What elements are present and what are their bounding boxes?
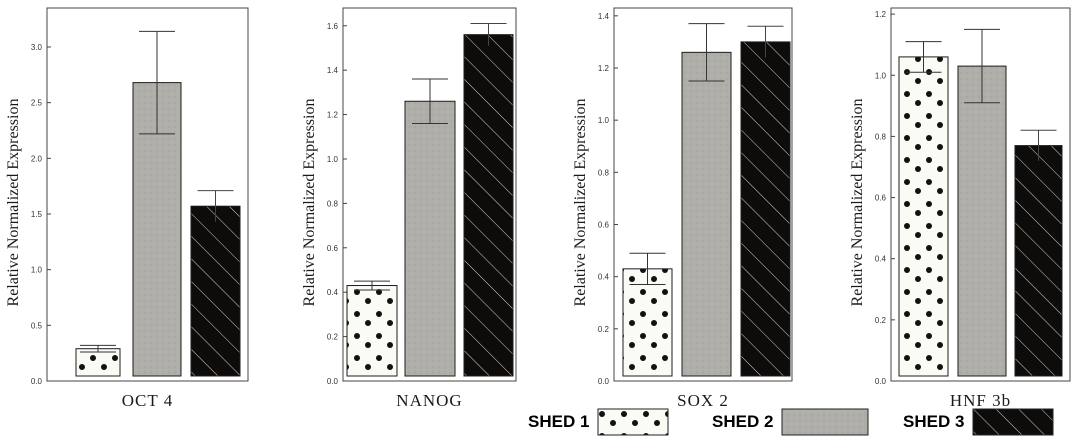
- legend-swatch-hatch: [972, 408, 1054, 436]
- chart-panel: 0.0 0.5 1.0 1.5 2.0 2.5 3.0 Relative Normalized…: [5, 7, 249, 410]
- legend: SHED 1 SHED 2 SHED 3: [0, 404, 1088, 440]
- y-tick-label: 0.4: [598, 273, 610, 282]
- legend-label: SHED 3: [903, 412, 965, 431]
- y-axis-label: Relative Normalized Expression: [301, 99, 318, 307]
- bar-shed3: [1014, 145, 1063, 377]
- chart-panel: 0.0 0.2 0.4 0.6 0.8 1.0 1.2 1.4 Relative Normali…: [572, 7, 793, 410]
- bar-shed2: [957, 65, 1007, 377]
- y-tick-label: 0.0: [31, 377, 43, 386]
- y-tick-label: 1.0: [31, 266, 43, 275]
- y-tick-label: 0.8: [327, 199, 339, 208]
- y-axis-label: Relative Normalized Expression: [849, 99, 866, 307]
- plot-frame: [613, 7, 793, 382]
- chart-panel: 0.0 0.2 0.4 0.6 0.8 1.0 1.2 Relative Normalized…: [849, 7, 1071, 410]
- x-axis-label: OCT 4: [122, 391, 173, 410]
- y-tick-label: 0.0: [598, 377, 610, 386]
- bar-shed1: [898, 56, 949, 377]
- y-tick-label: 0.2: [598, 325, 610, 334]
- bar-shed1: [346, 285, 398, 377]
- bar-shed3: [740, 41, 791, 377]
- y-axis-label: Relative Normalized Expression: [572, 99, 589, 307]
- y-tick-label: 1.4: [598, 12, 610, 21]
- legend-item-shed2: SHED 2: [712, 408, 869, 436]
- y-tick-label: 0.6: [875, 194, 887, 203]
- plot-frame: [890, 7, 1071, 382]
- y-tick-label: 1.5: [31, 210, 43, 219]
- bar-shed1: [75, 348, 121, 377]
- bar-shed3: [463, 34, 514, 377]
- y-tick-label: 0.2: [327, 333, 339, 342]
- bar-shed2: [681, 51, 732, 377]
- x-axis-label: NANOG: [396, 391, 462, 410]
- plot-frame: [46, 7, 249, 382]
- y-tick-label: 0.8: [598, 168, 610, 177]
- bar-shed1: [622, 268, 673, 377]
- legend-swatch-dots: [597, 408, 669, 436]
- y-tick-label: 0.6: [598, 220, 610, 229]
- y-tick-label: 1.0: [327, 155, 339, 164]
- chart-panel: 0.0 0.2 0.4 0.6 0.8 1.0 1.2 1.4 1.6 Relative Norm…: [301, 7, 517, 410]
- y-tick-label: 0.2: [875, 316, 887, 325]
- y-tick-label: 0.4: [327, 288, 339, 297]
- y-tick-label: 1.4: [327, 66, 339, 75]
- x-axis-label: SOX 2: [677, 391, 729, 410]
- y-tick-label: 0.5: [31, 321, 43, 330]
- bar-shed2: [404, 100, 456, 377]
- y-tick-label: 0.0: [327, 377, 339, 386]
- x-axis-label: HNF 3b: [950, 391, 1011, 410]
- y-tick-label: 0.6: [327, 244, 339, 253]
- plot-frame: [342, 7, 517, 382]
- y-tick-label: 2.5: [31, 99, 43, 108]
- legend-item-shed1: SHED 1: [528, 408, 669, 436]
- y-tick-label: 0.4: [875, 255, 887, 264]
- y-axis-label: Relative Normalized Expression: [5, 99, 22, 307]
- y-tick-label: 1.2: [598, 64, 610, 73]
- y-tick-label: 0.8: [875, 132, 887, 141]
- y-tick-label: 1.0: [875, 71, 887, 80]
- y-tick-label: 1.2: [875, 10, 887, 19]
- legend-item-shed3: SHED 3: [903, 408, 1054, 436]
- y-tick-label: 1.6: [327, 22, 339, 31]
- legend-swatch-gray: [781, 408, 869, 436]
- y-tick-label: 1.0: [598, 116, 610, 125]
- bar-shed3: [190, 205, 241, 377]
- y-tick-label: 2.0: [31, 154, 43, 163]
- y-tick-label: 1.2: [327, 111, 339, 120]
- legend-label: SHED 1: [528, 412, 590, 431]
- legend-label: SHED 2: [712, 412, 774, 431]
- y-tick-label: 0.0: [875, 377, 887, 386]
- y-tick-label: 3.0: [31, 43, 43, 52]
